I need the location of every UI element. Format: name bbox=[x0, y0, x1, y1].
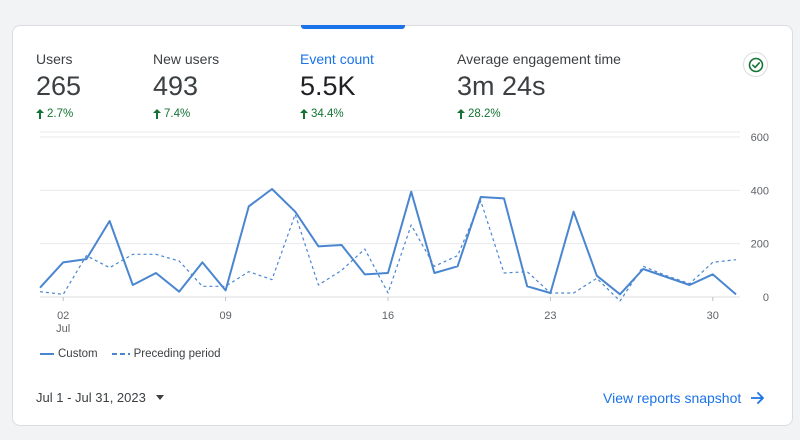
snapshot-link-label: View reports snapshot bbox=[603, 390, 742, 406]
metric-value: 5.5K bbox=[300, 71, 356, 101]
selected-tab-indicator bbox=[301, 25, 405, 29]
metric-change: 7.4% bbox=[153, 108, 190, 120]
metric-change: 28.2% bbox=[457, 108, 501, 120]
metric-label: Event count bbox=[300, 51, 374, 67]
x-tick-label: 02 bbox=[57, 310, 69, 322]
date-range-label: Jul 1 - Jul 31, 2023 bbox=[36, 390, 146, 405]
date-range-selector[interactable]: Jul 1 - Jul 31, 2023 bbox=[36, 390, 164, 405]
x-tick-sublabel: Jul bbox=[56, 323, 70, 335]
legend-label: Custom bbox=[58, 348, 98, 360]
chart-legend: Custom Preceding period bbox=[40, 348, 221, 360]
metric-value: 493 bbox=[153, 71, 199, 101]
arrow-right-icon bbox=[751, 392, 765, 404]
arrow-up-icon bbox=[300, 109, 308, 119]
check-circle-icon[interactable] bbox=[743, 52, 768, 77]
metric-change: 34.4% bbox=[300, 108, 344, 120]
check-icon bbox=[748, 57, 763, 72]
legend-item-preceding[interactable]: Preceding period bbox=[111, 348, 221, 360]
y-tick-label: 600 bbox=[751, 132, 769, 144]
metric-label: Average engagement time bbox=[457, 51, 621, 67]
x-tick-label: 16 bbox=[382, 310, 394, 322]
metric-value: 3m 24s bbox=[457, 71, 546, 101]
view-reports-snapshot-link[interactable]: View reports snapshot bbox=[603, 390, 765, 406]
y-tick-label: 400 bbox=[751, 185, 769, 197]
legend-item-custom[interactable]: Custom bbox=[40, 348, 98, 360]
metric-label: Users bbox=[36, 51, 73, 67]
x-tick-label: 30 bbox=[707, 310, 719, 322]
dashed-line-swatch bbox=[111, 353, 130, 355]
arrow-up-icon bbox=[457, 109, 465, 119]
metric-change-value: 28.2% bbox=[468, 108, 501, 120]
legend-label: Preceding period bbox=[133, 348, 221, 360]
series-line-custom bbox=[39, 188, 737, 296]
metric-change-value: 2.7% bbox=[47, 108, 74, 120]
arrow-up-icon bbox=[36, 109, 44, 119]
metric-change-value: 34.4% bbox=[311, 108, 344, 120]
metric-change-value: 7.4% bbox=[164, 108, 191, 120]
metric-label: New users bbox=[153, 51, 220, 67]
caret-down-icon bbox=[155, 395, 164, 400]
metric-change: 2.7% bbox=[36, 108, 73, 120]
solid-line-swatch bbox=[40, 353, 54, 355]
x-tick-label: 09 bbox=[219, 310, 231, 322]
x-tick-label: 23 bbox=[544, 310, 556, 322]
y-tick-label: 200 bbox=[751, 239, 769, 251]
arrow-up-icon bbox=[153, 109, 161, 119]
series-line-preceding-period bbox=[39, 200, 737, 302]
y-tick-label: 0 bbox=[763, 292, 769, 304]
metric-value: 265 bbox=[36, 71, 82, 101]
